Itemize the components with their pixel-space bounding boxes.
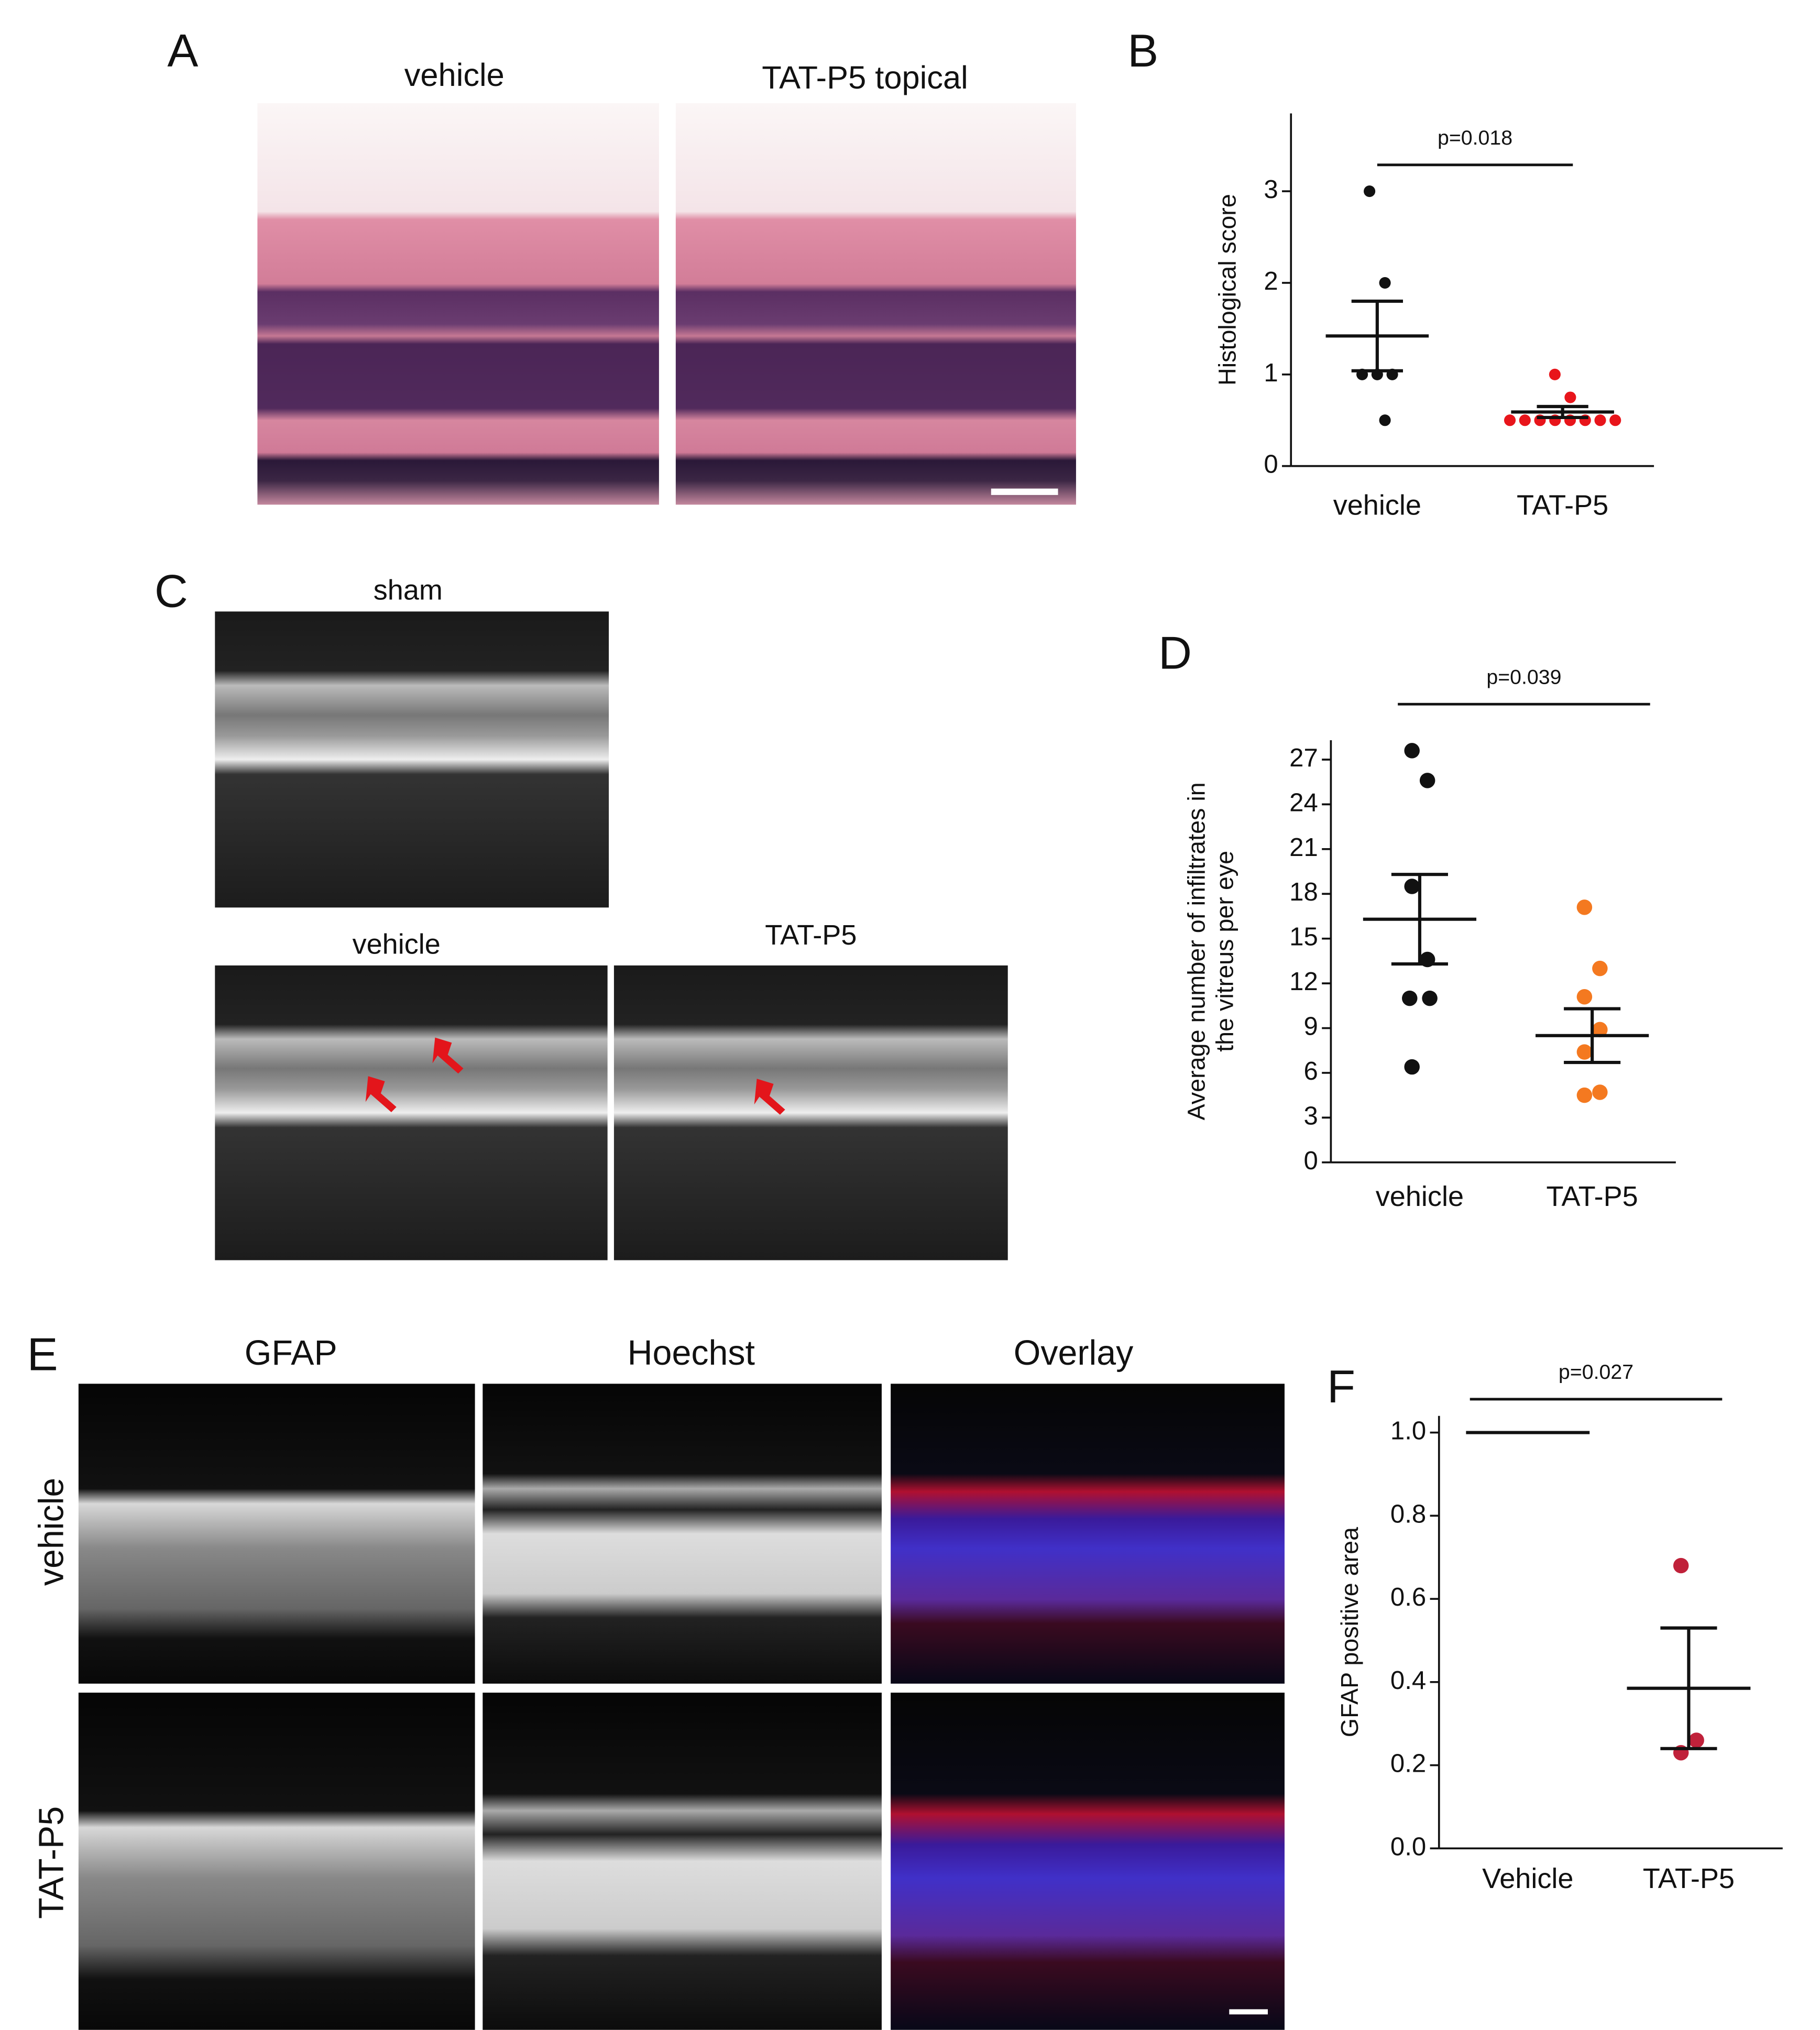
hoechst-image	[483, 1693, 882, 2030]
x-tick-label: Vehicle	[1482, 1863, 1573, 1894]
data-point	[1564, 391, 1576, 403]
data-point	[1673, 1557, 1689, 1574]
x-tick-label: TAT-P5	[1643, 1863, 1735, 1894]
p-value: p=0.039	[1486, 665, 1561, 688]
data-point	[1592, 1022, 1608, 1038]
y-tick-label: 0.2	[1390, 1750, 1426, 1778]
p-value: p=0.027	[1559, 1360, 1633, 1384]
data-point	[1549, 368, 1561, 380]
row-label: TAT-P5	[32, 1806, 71, 1919]
x-tick-label: TAT-P5	[1517, 490, 1608, 521]
image-label: TAT-P5 topical	[762, 60, 968, 96]
data-point	[1404, 1059, 1420, 1075]
y-tick-label: 24	[1289, 788, 1318, 817]
histology-image	[257, 103, 659, 505]
y-tick-label: 12	[1289, 968, 1318, 996]
x-tick-label: vehicle	[1376, 1181, 1464, 1212]
y-tick-label: 0.4	[1390, 1666, 1426, 1695]
image-label: TAT-P5	[765, 919, 857, 951]
y-tick-label: 0	[1303, 1147, 1318, 1175]
panel-letter: E	[27, 1329, 58, 1380]
p-value: p=0.018	[1438, 126, 1512, 149]
panel-letter: A	[167, 25, 198, 76]
y-axis-label: Average number of infiltrates in	[1183, 782, 1210, 1120]
panel-letter: B	[1127, 25, 1158, 76]
data-point	[1576, 989, 1593, 1005]
gfap-image	[78, 1384, 475, 1684]
histology-image	[675, 103, 1076, 505]
y-axis-label: the vitreus per eye	[1211, 851, 1238, 1052]
y-tick-label: 3	[1303, 1102, 1318, 1130]
x-tick-label: TAT-P5	[1547, 1181, 1638, 1212]
y-axis-label: Histological score	[1214, 194, 1241, 386]
data-point	[1592, 1084, 1608, 1100]
hoechst-image	[483, 1384, 882, 1684]
y-tick-label: 6	[1303, 1057, 1318, 1085]
data-point	[1592, 960, 1608, 976]
data-point	[1404, 743, 1420, 759]
image-label: vehicle	[353, 928, 441, 960]
data-point	[1609, 414, 1621, 426]
y-tick-label: 18	[1289, 878, 1318, 906]
y-tick-label: 3	[1264, 175, 1278, 204]
image-label: Hoechst	[628, 1334, 755, 1373]
x-tick-label: vehicle	[1333, 490, 1421, 521]
panel-letter: C	[155, 565, 188, 617]
data-point	[1689, 1732, 1704, 1748]
y-tick-label: 0.0	[1390, 1833, 1426, 1861]
oct-image	[215, 965, 608, 1260]
y-tick-label: 21	[1289, 833, 1318, 862]
y-tick-label: 15	[1289, 923, 1318, 951]
gfap-image	[78, 1693, 475, 2030]
oct-image	[613, 965, 1008, 1260]
y-tick-label: 27	[1289, 744, 1318, 772]
y-axis-label: GFAP positive area	[1336, 1527, 1363, 1737]
data-point	[1379, 414, 1391, 426]
y-tick-label: 2	[1264, 267, 1278, 295]
y-tick-label: 0	[1264, 451, 1278, 479]
image-label: vehicle	[404, 57, 505, 93]
data-point	[1576, 1044, 1593, 1060]
overlay-image	[891, 1384, 1285, 1684]
data-point	[1364, 185, 1376, 197]
data-point	[1594, 414, 1606, 426]
data-point	[1576, 1087, 1593, 1103]
panel-letter: D	[1158, 627, 1192, 679]
panel-letter: F	[1327, 1360, 1355, 1412]
y-tick-label: 0.8	[1390, 1500, 1426, 1528]
data-point	[1422, 990, 1438, 1006]
data-point	[1419, 773, 1435, 788]
data-point	[1404, 879, 1420, 894]
data-point	[1402, 990, 1418, 1006]
image-label: sham	[374, 575, 443, 606]
y-tick-label: 1.0	[1390, 1417, 1426, 1445]
arrows	[365, 1037, 785, 1115]
data-point	[1576, 899, 1593, 915]
oct-image	[215, 611, 609, 908]
data-point	[1519, 414, 1531, 426]
row-label: vehicle	[32, 1478, 71, 1586]
data-point	[1504, 414, 1516, 426]
image-label: GFAP	[245, 1334, 337, 1373]
image-label: Overlay	[1014, 1334, 1134, 1373]
y-tick-label: 1	[1264, 359, 1278, 387]
data-point	[1379, 277, 1391, 289]
y-tick-label: 9	[1303, 1013, 1318, 1041]
overlay-image	[891, 1693, 1285, 2030]
y-tick-label: 0.6	[1390, 1583, 1426, 1611]
